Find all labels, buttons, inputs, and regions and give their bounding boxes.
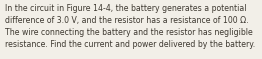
Text: In the circuit in Figure 14-4, the battery generates a potential
difference of 3: In the circuit in Figure 14-4, the batte… bbox=[5, 4, 255, 49]
